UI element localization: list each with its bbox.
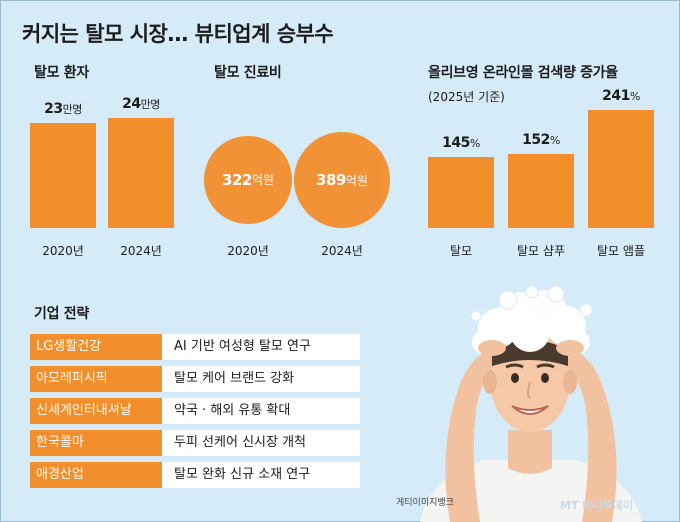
bar-value-label: 24만명 xyxy=(122,96,160,112)
bar-value-label: 152% xyxy=(522,131,560,148)
patients-chart-title: 탈모 환자 xyxy=(34,65,89,81)
publisher-logo: MT 머니투데이 xyxy=(560,499,633,512)
bubble-value-label: 322 xyxy=(222,170,252,189)
strategy-description: 탈모 케어 브랜드 강화 xyxy=(162,366,360,392)
bar-2 xyxy=(108,118,174,228)
strategy-company: 애경산업 xyxy=(30,462,162,488)
strategy-row: 한국콜마 두피 선케어 신시장 개척 xyxy=(30,430,360,456)
strategy-company: 한국콜마 xyxy=(30,430,162,456)
bar-1 xyxy=(30,122,96,228)
strategy-description: 약국 · 해외 유통 확대 xyxy=(162,398,360,424)
strategy-row: 애경산업 탈모 완화 신규 소재 연구 xyxy=(30,462,360,488)
category-label: 탈모 xyxy=(449,244,473,258)
bar-value-label: 23만명 xyxy=(44,100,82,117)
man-shampoo-illustration xyxy=(420,285,642,522)
strategy-row: 아모레퍼시픽 탈모 케어 브랜드 강화 xyxy=(30,366,360,392)
strategy-company: 아모레퍼시픽 xyxy=(30,366,162,392)
strategy-description: 탈모 완화 신규 소재 연구 xyxy=(162,462,360,488)
cost-chart-title: 탈모 진료비 xyxy=(214,65,282,81)
strategy-description: 두피 선케어 신시장 개척 xyxy=(162,430,360,456)
strategy-row: LG생활건강 AI 기반 여성형 탈모 연구 xyxy=(30,334,360,360)
bar-2 xyxy=(508,153,574,228)
image-credit: 게티이미지뱅크 xyxy=(396,498,454,508)
strategy-table: LG생활건강 AI 기반 여성형 탈모 연구 아모레퍼시픽 탈모 케어 브랜드 … xyxy=(30,334,360,494)
category-label: 2024년 xyxy=(120,244,162,258)
bar-value-label: 241% xyxy=(602,88,640,104)
bubble-value-label: 389 xyxy=(316,171,346,189)
cost-bubble-1: 322 억원 xyxy=(204,136,292,224)
search-chart-subtitle: (2025년 기준) xyxy=(428,90,505,104)
strategy-title: 기업 전략 xyxy=(34,306,89,322)
cost-bubble-2: 389 억원 xyxy=(294,132,390,228)
category-label: 2020년 xyxy=(227,244,269,258)
category-label: 탈모 샴푸 xyxy=(517,244,565,258)
strategy-company: LG생활건강 xyxy=(30,334,162,360)
main-title: 커지는 탈모 시장… 뷰티업계 승부수 xyxy=(22,22,334,46)
strategy-row: 신세계인터내셔날 약국 · 해외 유통 확대 xyxy=(30,398,360,424)
bar-3 xyxy=(588,110,654,228)
category-label: 2024년 xyxy=(321,244,363,258)
search-chart-title: 올리브영 온라인몰 검색량 증가율 xyxy=(428,65,618,81)
strategy-description: AI 기반 여성형 탈모 연구 xyxy=(162,334,360,360)
bar-value-label: 145% xyxy=(442,135,480,151)
category-label: 탈모 앰플 xyxy=(597,244,645,258)
strategy-company: 신세계인터내셔날 xyxy=(30,398,162,424)
category-label: 2020년 xyxy=(42,244,84,258)
bar-1 xyxy=(428,157,494,228)
